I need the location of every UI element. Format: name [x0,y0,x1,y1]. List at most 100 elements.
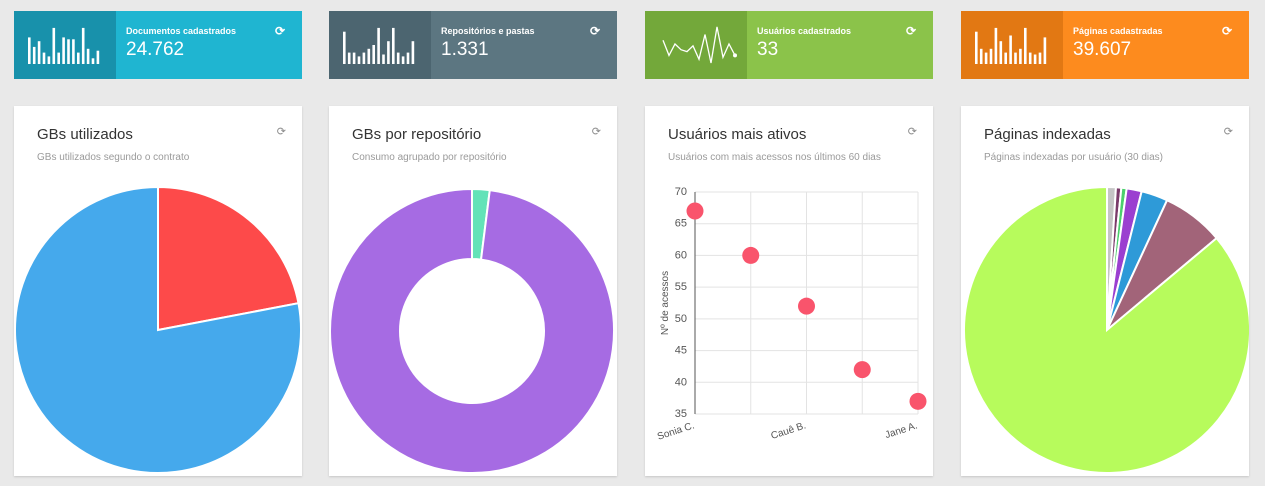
refresh-icon[interactable]: ⟳ [591,126,601,138]
spark-bar [1028,52,1032,64]
stat-label: Páginas cadastradas [1073,26,1163,36]
spark-bar [77,52,80,64]
data-point[interactable] [798,297,815,315]
spark-bar [392,27,395,64]
spark-bar [1009,35,1012,64]
spark-bar [975,31,978,64]
card-subtitle: GBs utilizados segundo o contrato [37,152,190,163]
spark-bar [1033,54,1037,64]
spark-bar [47,56,51,64]
stat-value: 39.607 [1073,39,1132,60]
spark-bar [989,48,993,64]
refresh-icon[interactable]: ⟳ [276,126,286,138]
y-axis-label: Nº de acessos [660,271,671,335]
donut-chart [329,187,615,474]
y-tick-label: 60 [675,249,687,261]
spark-bar [362,52,366,64]
card-most-active-users: Usuários mais ativos Usuários com mais a… [645,106,933,476]
refresh-icon[interactable]: ⟳ [1223,126,1233,138]
pie-chart [963,185,1249,474]
x-tick-label: Sonia C. [656,420,696,442]
card-gbs-by-repository: GBs por repositório Consumo agrupado por… [329,106,617,476]
refresh-icon[interactable]: ⟳ [905,24,916,38]
refresh-icon[interactable]: ⟳ [274,24,285,38]
pie-slice[interactable] [14,185,302,474]
spark-bar [67,39,70,64]
card-title: GBs utilizados [37,126,133,143]
spark-bar [96,50,100,64]
stat-value: 33 [757,39,779,60]
stat-label: Usuários cadastrados [757,26,852,36]
stat-label: Documentos cadastrados [126,26,237,36]
card-title: Usuários mais ativos [668,126,807,143]
spark-bar [401,56,405,64]
spark-bar [347,52,351,64]
spark-bar [37,41,41,64]
pie-slice[interactable] [329,187,615,474]
stat-value: 24.762 [126,39,185,60]
spark-bar [372,45,375,64]
card-gbs-used: GBs utilizados GBs utilizados segundo o … [14,106,302,476]
sparkline [329,11,431,79]
spark-bar [1014,52,1017,64]
spark-bar [52,27,56,64]
refresh-icon[interactable]: ⟳ [907,126,917,138]
spark-bar [367,48,371,64]
stat-repositories: Repositórios e pastas 1.331 ⟳ [329,11,617,79]
refresh-icon[interactable]: ⟳ [1221,24,1232,38]
spark-bar [62,37,65,64]
y-tick-label: 70 [675,186,687,198]
spark-bar [86,48,90,64]
card-title: Páginas indexadas [984,126,1111,143]
spark-bar [1024,27,1027,64]
data-point[interactable] [909,392,927,410]
y-tick-label: 50 [675,313,687,325]
card-indexed-pages: Páginas indexadas Páginas indexadas por … [961,106,1249,476]
spark-bar [411,41,415,64]
spark-bar [1043,37,1047,64]
spark-bar [1019,48,1022,64]
refresh-icon[interactable]: ⟳ [589,24,600,38]
spark-bar [1038,52,1042,64]
spark-bar [979,48,983,64]
stat-documents: Documentos cadastrados 24.762 ⟳ [14,11,302,79]
x-tick-label: Jane A. [884,420,919,441]
x-tick-label: Cauê B. [770,420,808,442]
stat-pages: Páginas cadastradas 39.607 ⟳ [961,11,1249,79]
spark-bar [984,52,988,64]
card-subtitle: Usuários com mais acessos nos últimos 60… [668,152,881,163]
spark-bar [91,58,95,64]
spark-bar [999,41,1003,64]
spark-line [662,26,736,64]
sparkline [645,11,747,79]
data-point[interactable] [853,361,871,379]
data-point[interactable] [686,202,704,220]
y-tick-label: 45 [675,345,687,357]
sparkline [961,11,1063,79]
spark-bar [57,52,60,64]
y-tick-label: 40 [675,376,687,388]
spark-bar [406,52,410,64]
spark-bar [352,52,356,64]
stat-value: 1.331 [441,39,489,60]
pie-slice[interactable] [963,185,1249,474]
spark-bar [387,41,390,64]
spark-bar [357,56,361,64]
spark-bar [377,27,380,64]
spark-bar [1004,52,1007,64]
spark-bar [32,46,36,64]
spark-bar [42,52,46,64]
card-title: GBs por repositório [352,126,482,143]
spark-point [733,53,737,58]
pie-slice[interactable] [157,185,300,332]
spark-bar [72,39,75,64]
spark-bar [396,52,400,64]
spark-bar [382,54,385,64]
scatter-chart: 35 40 45 50 55 60 65 70 Nº de acessos Sonia C. Cau… [656,186,927,443]
stat-label: Repositórios e pastas [441,26,535,36]
card-subtitle: Páginas indexadas por usuário (30 dias) [984,152,1163,163]
data-point[interactable] [742,246,760,264]
y-tick-label: 65 [675,218,687,230]
y-tick-label: 35 [675,408,687,420]
pie-chart [14,185,302,474]
